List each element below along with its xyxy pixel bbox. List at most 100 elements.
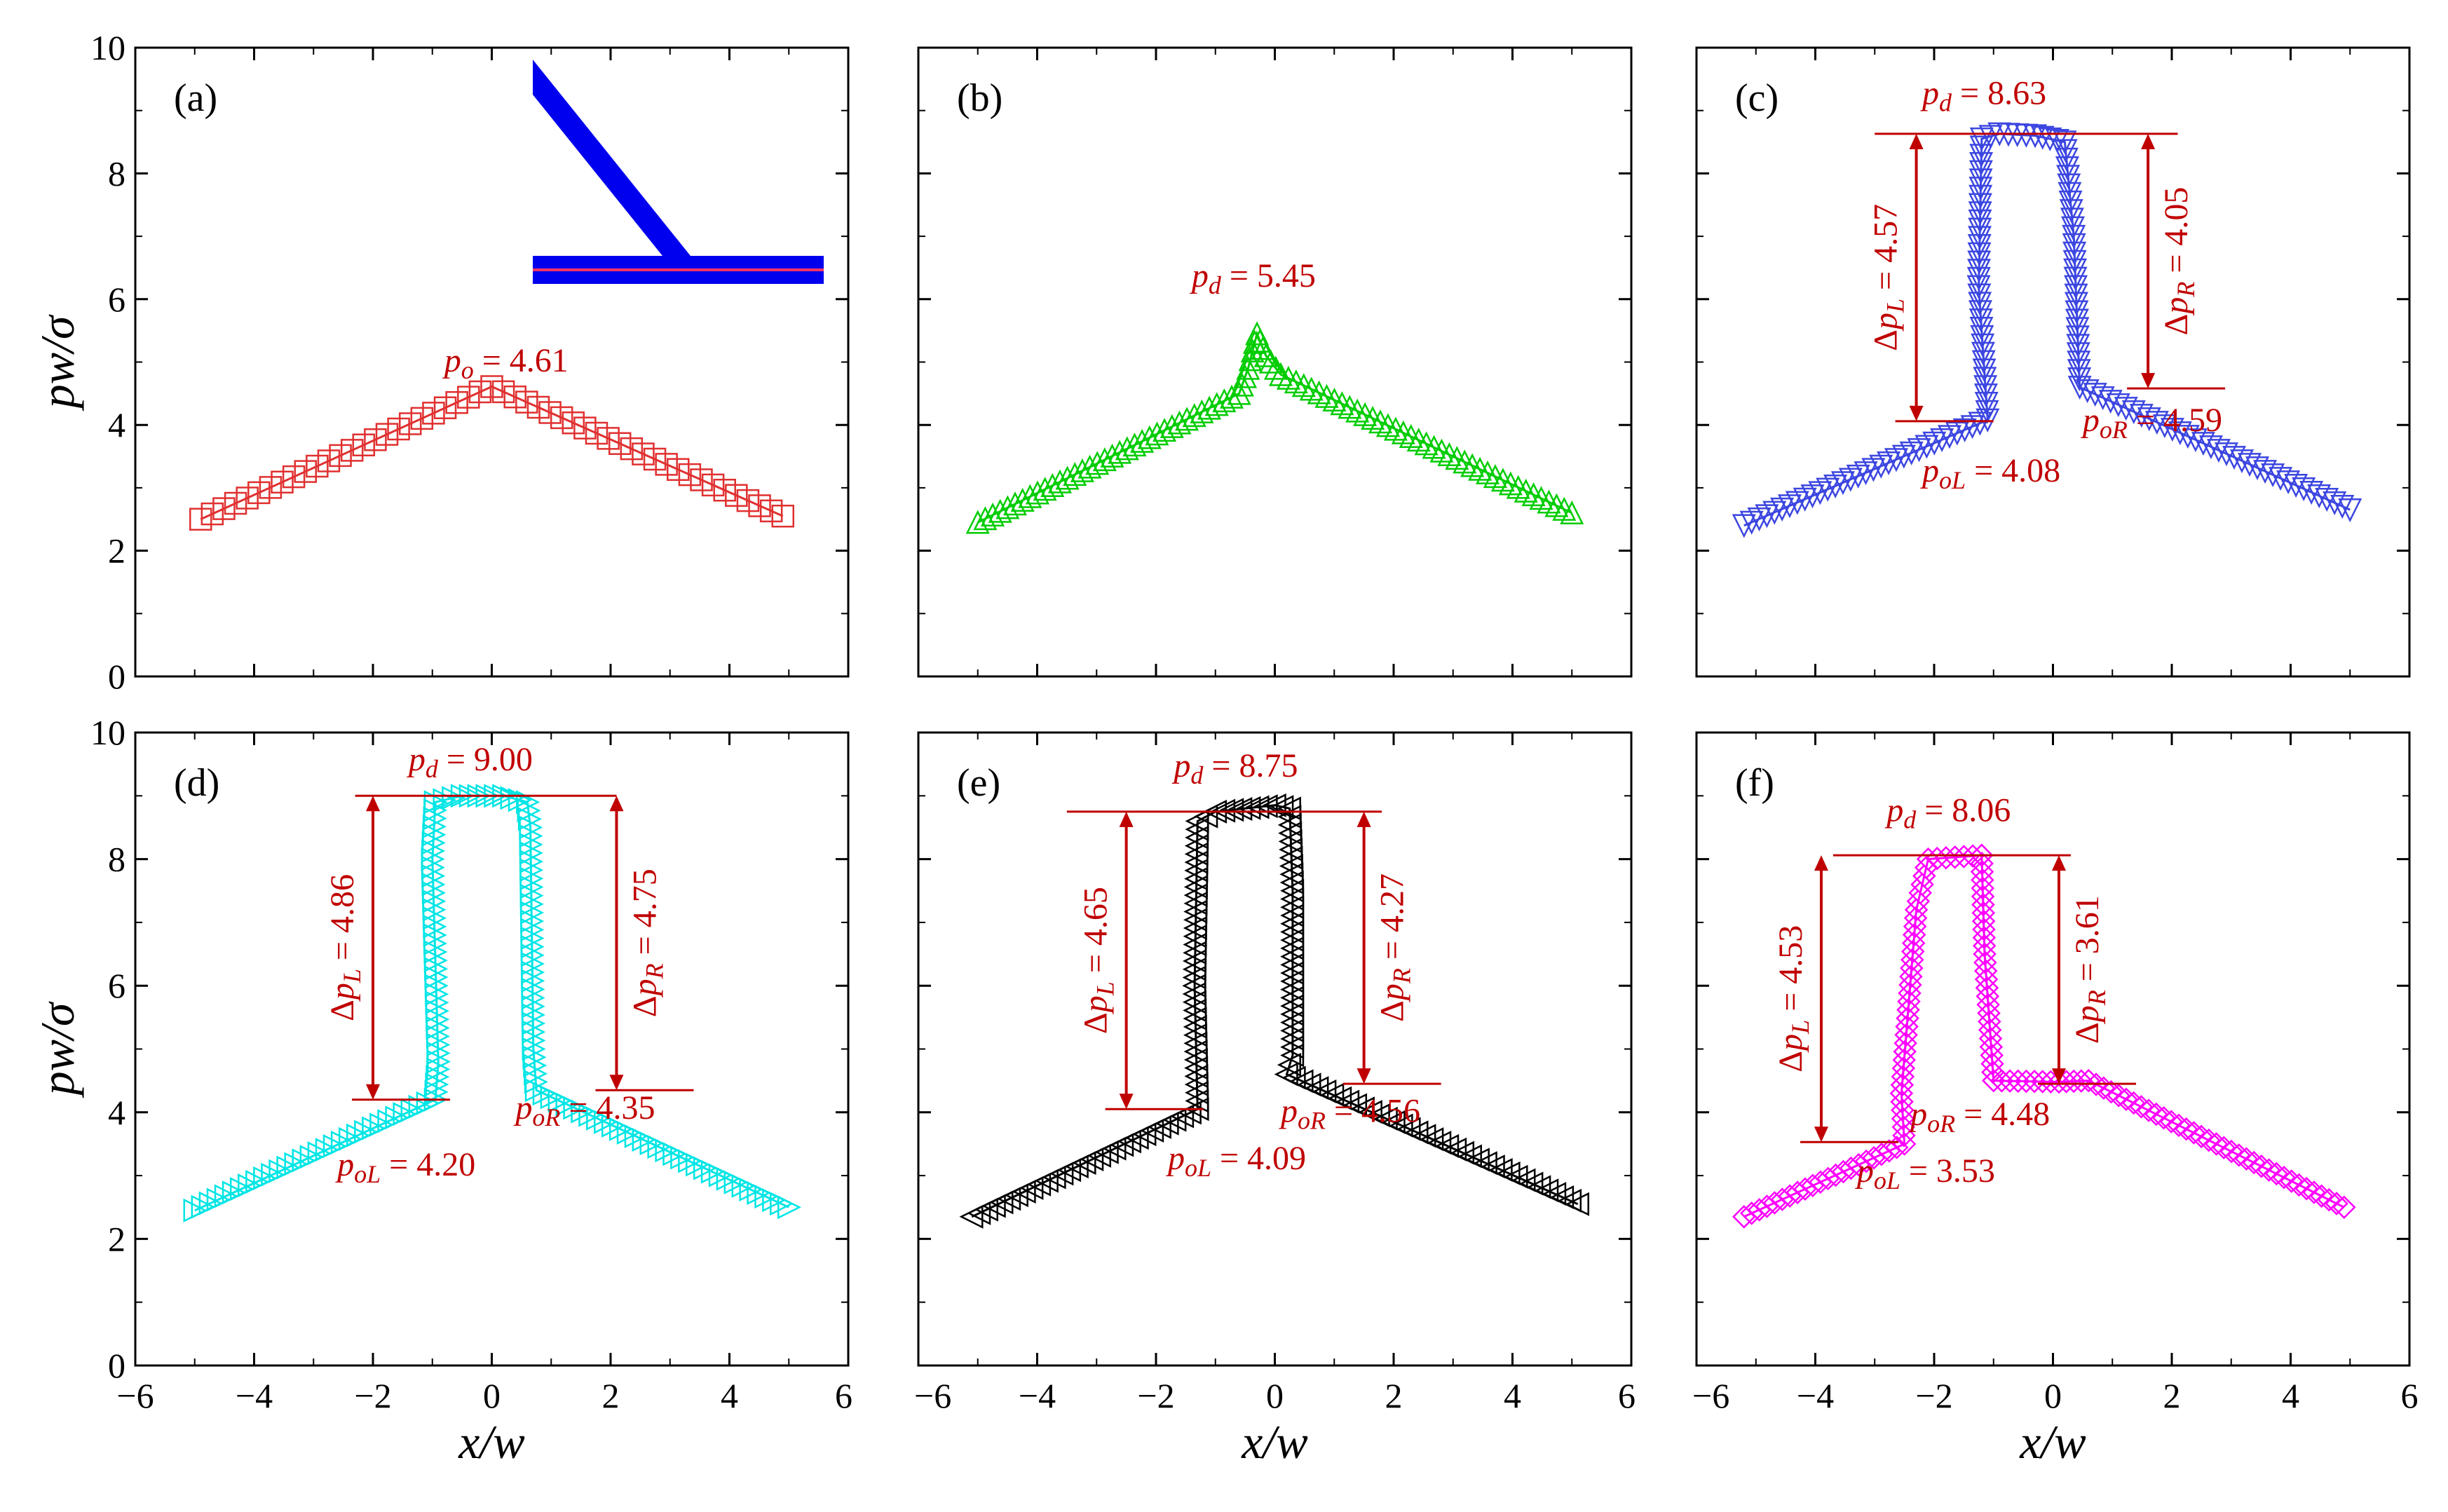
data-point [387, 417, 410, 441]
annotation-pd: pd = 5.45 [1190, 257, 1316, 299]
data-point [1966, 266, 1991, 291]
data-point [713, 479, 736, 502]
data-point [538, 401, 562, 424]
data-point [2174, 1117, 2198, 1141]
data-point [2315, 488, 2339, 512]
data-point [1861, 458, 1886, 482]
right-step-label: ΔpR = 4.27 [1374, 873, 1416, 1022]
data-point [294, 460, 317, 483]
data-point [2144, 1102, 2168, 1126]
data-point [1483, 464, 1507, 489]
data-point [1233, 364, 1258, 388]
data-point [1800, 484, 1825, 509]
data-point [1998, 1069, 2022, 1093]
data-point [224, 491, 247, 515]
data-point [1280, 1043, 1305, 1068]
data-point [1975, 400, 1999, 424]
data-point [1968, 201, 1992, 226]
data-point [1972, 358, 1997, 383]
data-point [1915, 435, 1939, 459]
data-point [1952, 418, 1977, 442]
data-point [1891, 444, 1916, 469]
data-point [2067, 359, 2091, 383]
y-tick-label: 10 [90, 713, 125, 752]
data-point [1974, 392, 1999, 416]
data-point [433, 396, 457, 420]
data-point [1747, 508, 1772, 532]
data-point [1253, 343, 1278, 367]
panel-label: (c) [1735, 76, 1779, 120]
data-point [2054, 147, 2079, 172]
data-point [1460, 453, 1485, 477]
y-axis-label: pw/σ [31, 314, 84, 411]
data-point [1967, 226, 1992, 250]
data-point [1979, 1035, 2004, 1059]
data-point [1284, 369, 1308, 394]
data-point [259, 476, 283, 499]
data-point [1276, 365, 1300, 390]
data-point [1307, 380, 1331, 404]
data-point [1739, 510, 1764, 535]
data-point [1560, 500, 1584, 525]
x-tick-label: 6 [2401, 1376, 2419, 1415]
data-point [2325, 1192, 2348, 1215]
data-point [1565, 1192, 1589, 1216]
data-point [1952, 845, 1976, 869]
data-point [398, 412, 422, 435]
data-point [1967, 259, 1992, 283]
data-point [1375, 413, 1400, 437]
data-point [2229, 449, 2255, 474]
data-point [2299, 481, 2324, 505]
data-point [2076, 1068, 2101, 1093]
data-point [1978, 1009, 2001, 1034]
data-point [1967, 234, 1992, 259]
data-point [1968, 217, 1992, 242]
data-point [1777, 494, 1802, 519]
data-point [1978, 1018, 2002, 1042]
data-point [1937, 425, 1962, 449]
right-step-arrow-head-bottom [1356, 1068, 1371, 1084]
data-point [1884, 1136, 1909, 1159]
data-point [2062, 241, 2087, 266]
data-point [2175, 425, 2200, 449]
panel-d: 0 2 4 6 8 10 pw/σ −6 −4 −2 0 2 4 6 x/w (d) ΔpL = 4.86 ΔpR… [31, 713, 852, 1469]
left-step-arrow-head-bottom [1119, 1094, 1134, 1110]
data-point [200, 502, 224, 526]
data-point [2055, 156, 2079, 181]
data-point [2182, 1121, 2206, 1145]
y-tick-label: 2 [108, 531, 125, 571]
data-point [2065, 325, 2090, 350]
y-tick-label: 2 [108, 1219, 125, 1258]
data-point [678, 463, 702, 486]
data-point [247, 481, 271, 505]
y-tick-label: 6 [108, 280, 125, 319]
data-point [2053, 130, 2077, 155]
left-step-arrow-head-top [1909, 133, 1924, 149]
y-tick-label: 4 [108, 405, 125, 444]
y-axis-label: pw/σ [31, 1001, 84, 1098]
data-point [1971, 892, 1995, 917]
data-point [2245, 456, 2270, 481]
right-step-arrow-head-top [2051, 855, 2066, 871]
x-tick-label: 0 [1266, 1376, 1284, 1415]
data-point [517, 798, 541, 823]
x-tick-label: −4 [1019, 1376, 1056, 1415]
series-line [200, 385, 784, 521]
data-point [2121, 400, 2146, 425]
data-point [2057, 173, 2081, 198]
data-point [1971, 901, 1996, 925]
data-point [1975, 976, 1999, 1000]
data-point [2129, 1095, 2154, 1119]
annotation-poR: poR = 4.35 [513, 1089, 655, 1131]
data-point [2062, 224, 2086, 249]
data-point [1429, 438, 1454, 463]
data-point [2022, 1070, 2046, 1094]
data-point [2204, 1132, 2229, 1156]
data-point [2242, 1150, 2266, 1175]
data-point [1793, 487, 1817, 512]
data-point [1361, 405, 1385, 430]
data-point [1968, 300, 1992, 325]
panel-label: (f) [1735, 761, 1774, 805]
plot-frame [917, 731, 1633, 1367]
data-point [777, 1195, 802, 1220]
